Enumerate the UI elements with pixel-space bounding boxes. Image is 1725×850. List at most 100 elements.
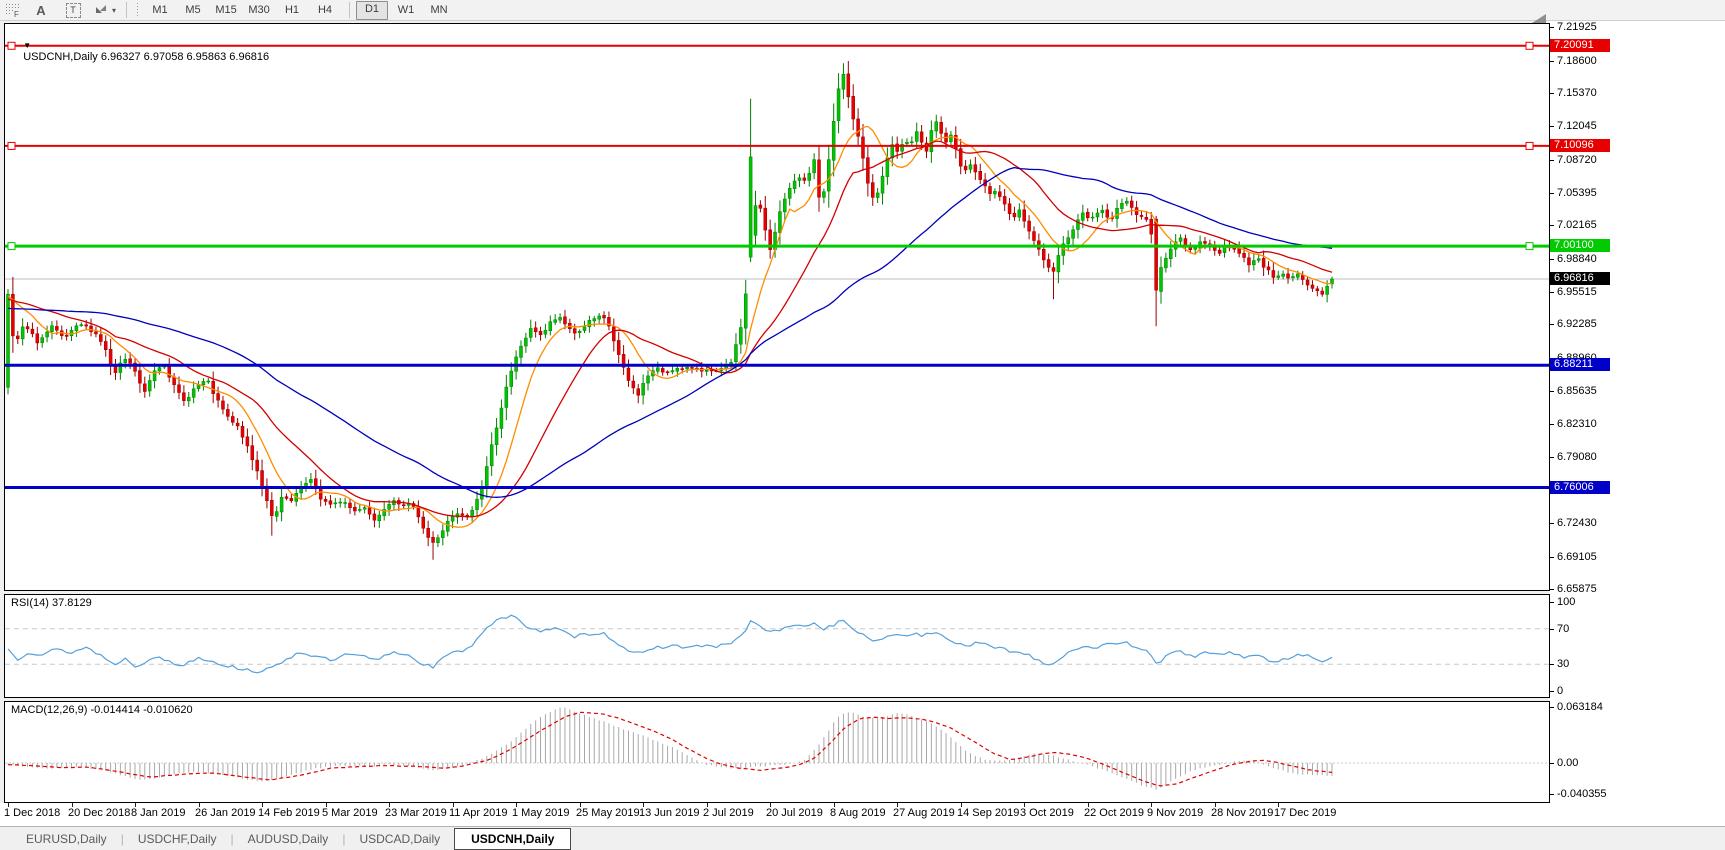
candle-body xyxy=(382,509,386,516)
candle-body xyxy=(1125,200,1129,204)
rsi-panel[interactable]: RSI(14) 37.8129 xyxy=(4,594,1550,698)
timeframe-m1[interactable]: M1 xyxy=(152,3,168,16)
candle-body xyxy=(743,293,748,329)
candle-body xyxy=(401,504,406,506)
tab-usdcad[interactable]: USDCAD,Daily xyxy=(359,831,441,846)
candle-body xyxy=(367,507,372,515)
candle-body xyxy=(250,445,255,461)
candle-body xyxy=(675,368,680,372)
level-handle[interactable] xyxy=(1525,242,1534,251)
tab-audusd[interactable]: AUDUSD,Daily xyxy=(247,831,329,846)
candle-body xyxy=(1027,220,1031,232)
timeframe-d1[interactable]: D1 xyxy=(356,0,389,20)
candle-body xyxy=(890,144,895,159)
timeframe-m5[interactable]: M5 xyxy=(185,3,201,16)
candle-body xyxy=(616,340,621,355)
candle-body xyxy=(353,507,357,512)
candle-body xyxy=(489,444,494,467)
candle-body xyxy=(323,499,328,502)
text-label-icon[interactable]: T xyxy=(63,1,83,19)
rsi-line xyxy=(7,614,1333,674)
candle-body xyxy=(709,369,714,372)
candle-body xyxy=(900,144,904,152)
candle-body xyxy=(1105,209,1110,218)
candle-body xyxy=(1095,212,1100,218)
tab-usdcnh[interactable]: USDCNH,Daily xyxy=(454,827,572,850)
arrow-tools-icon[interactable]: ▾ xyxy=(93,1,116,19)
tab-eurusd[interactable]: EURUSD,Daily xyxy=(26,831,107,846)
timeframe-h1[interactable]: H1 xyxy=(284,3,300,16)
candle-body xyxy=(538,330,543,336)
timeframe-m15[interactable]: M15 xyxy=(215,3,237,16)
candle-body xyxy=(6,293,10,388)
price-tick-label: 6.69105 xyxy=(1557,551,1597,563)
price-tick-dash xyxy=(1550,126,1554,127)
candle-body xyxy=(333,502,338,505)
chart-dropdown-icon[interactable]: ▼ xyxy=(23,41,32,50)
candle-body xyxy=(328,500,333,505)
svg-text:F: F xyxy=(14,10,19,18)
candle-body xyxy=(690,367,694,369)
price-tick-label: 7.05395 xyxy=(1557,187,1597,199)
toolbar-grip[interactable] xyxy=(137,3,142,17)
timeframe-h4[interactable]: H4 xyxy=(317,3,333,16)
candle-body xyxy=(875,192,880,198)
candle-body xyxy=(1242,253,1246,258)
candle-body xyxy=(1276,275,1281,278)
candle-body xyxy=(55,326,59,331)
candle-body xyxy=(74,325,79,332)
candle-body xyxy=(548,321,553,332)
date-tick xyxy=(8,803,9,807)
candle-body xyxy=(563,316,567,325)
arrows-glyph xyxy=(96,4,106,13)
candle-body xyxy=(221,400,225,410)
candle-body xyxy=(1081,212,1085,221)
candle-body xyxy=(64,334,69,337)
price-tick-label: 7.18600 xyxy=(1557,55,1597,67)
rsi-tick-dash xyxy=(1550,602,1554,603)
date-label: 27 Aug 2019 xyxy=(893,807,955,819)
candle-body xyxy=(1261,258,1266,268)
level-handle[interactable] xyxy=(7,141,16,150)
chart-template-icon[interactable]: F xyxy=(3,1,23,19)
candle-body xyxy=(25,326,30,330)
candle-body xyxy=(602,315,606,319)
candle-body xyxy=(1076,219,1080,230)
candle-body xyxy=(817,159,821,198)
candle-body xyxy=(1325,285,1329,295)
timeframe-mn[interactable]: MN xyxy=(430,3,448,16)
level-handle[interactable] xyxy=(1525,41,1534,50)
level-handle[interactable] xyxy=(1525,141,1534,150)
date-label: 26 Jan 2019 xyxy=(195,807,256,819)
candle-body xyxy=(958,148,963,167)
price-tick-label: 7.15370 xyxy=(1557,87,1597,99)
macd-tick-label: 0.00 xyxy=(1557,757,1579,769)
price-axis-column[interactable] xyxy=(1549,21,1725,826)
price-tick-dash xyxy=(1550,457,1554,458)
date-label: 1 Dec 2018 xyxy=(4,807,61,819)
text-a-icon[interactable]: A xyxy=(36,2,46,18)
candle-body xyxy=(1212,246,1217,251)
date-axis-strip[interactable] xyxy=(0,803,1725,826)
candle-body xyxy=(787,187,792,199)
candle-body xyxy=(50,325,54,332)
candle-body xyxy=(529,328,533,338)
candle-body xyxy=(1320,290,1324,295)
level-handle[interactable] xyxy=(7,41,16,50)
candle-body xyxy=(377,514,382,522)
candle-body xyxy=(270,500,274,516)
level-handle[interactable] xyxy=(7,242,16,251)
timeframe-m30[interactable]: M30 xyxy=(248,3,270,16)
candle-body xyxy=(1232,247,1237,250)
main-chart-panel[interactable]: ▼ USDCNH,Daily 6.96327 6.97058 6.95863 6… xyxy=(4,23,1550,591)
date-tick xyxy=(1278,803,1279,807)
tab-usdchf[interactable]: USDCHF,Daily xyxy=(137,831,217,846)
date-tick xyxy=(643,803,644,807)
chart-shift-icon[interactable] xyxy=(1532,14,1546,23)
macd-panel[interactable]: MACD(12,26,9) -0.014414 -0.010620 xyxy=(4,701,1550,803)
date-label: 22 Oct 2019 xyxy=(1084,807,1144,819)
candle-body xyxy=(748,156,753,258)
candle-body xyxy=(587,320,592,328)
level-price-box: 7.10096 xyxy=(1550,139,1610,152)
timeframe-w1[interactable]: W1 xyxy=(397,3,415,16)
